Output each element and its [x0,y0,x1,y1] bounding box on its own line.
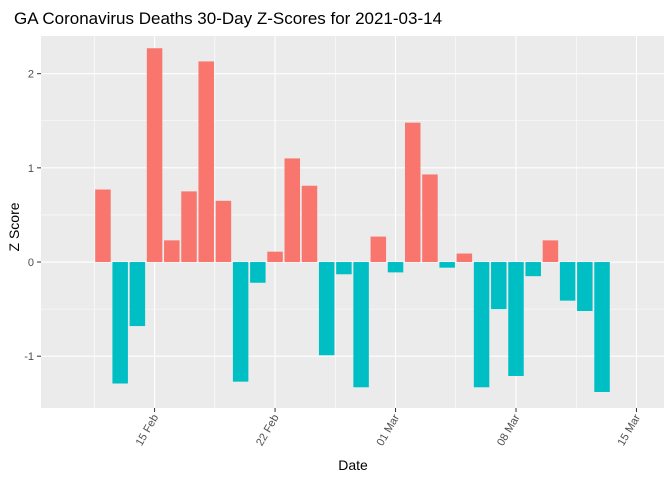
bar [387,262,404,273]
bar [422,174,438,263]
bar [301,185,318,263]
bar [525,262,541,277]
bar [559,262,576,301]
minor-gridlines [41,36,664,408]
x-tick-label: 22 Feb [254,413,282,449]
bar [146,48,163,263]
plot-panel [41,36,664,408]
bar [112,262,128,384]
bar [473,262,490,388]
y-axis-title: Z Score [6,202,22,251]
bar [318,262,335,356]
x-tick-label: 01 Mar [375,412,403,448]
bar [336,262,352,275]
y-tick-label: 2 [28,69,34,81]
y-tick-label: 0 [28,257,34,269]
bar [594,262,610,392]
bar [439,262,455,268]
bar [232,262,249,382]
bar [284,158,301,263]
bar [95,189,111,263]
bar [250,262,266,283]
chart-title: GA Coronavirus Deaths 30-Day Z-Scores fo… [14,9,442,28]
bar [542,240,559,263]
y-axis: -1 0 1 2 [24,69,41,363]
bar [404,122,421,263]
x-tick-label: 08 Mar [495,412,523,448]
bars [95,48,610,392]
bar [456,253,473,263]
x-axis-title: Date [338,457,368,473]
x-axis: 15 Feb 22 Feb 01 Mar 08 Mar 15 Mar [134,408,644,449]
bar [215,200,232,263]
x-tick-label: 15 Mar [616,412,644,448]
bar [198,61,214,263]
bar [164,240,180,263]
y-tick-label: 1 [28,163,34,175]
y-tick-label: -1 [24,351,34,363]
bar [181,191,197,263]
x-tick-label: 15 Feb [134,413,162,449]
bar [370,236,387,263]
bar [491,262,507,310]
bar [577,262,593,311]
bar [267,251,283,263]
bar [508,262,524,376]
bar [353,262,369,388]
bar [129,262,146,327]
